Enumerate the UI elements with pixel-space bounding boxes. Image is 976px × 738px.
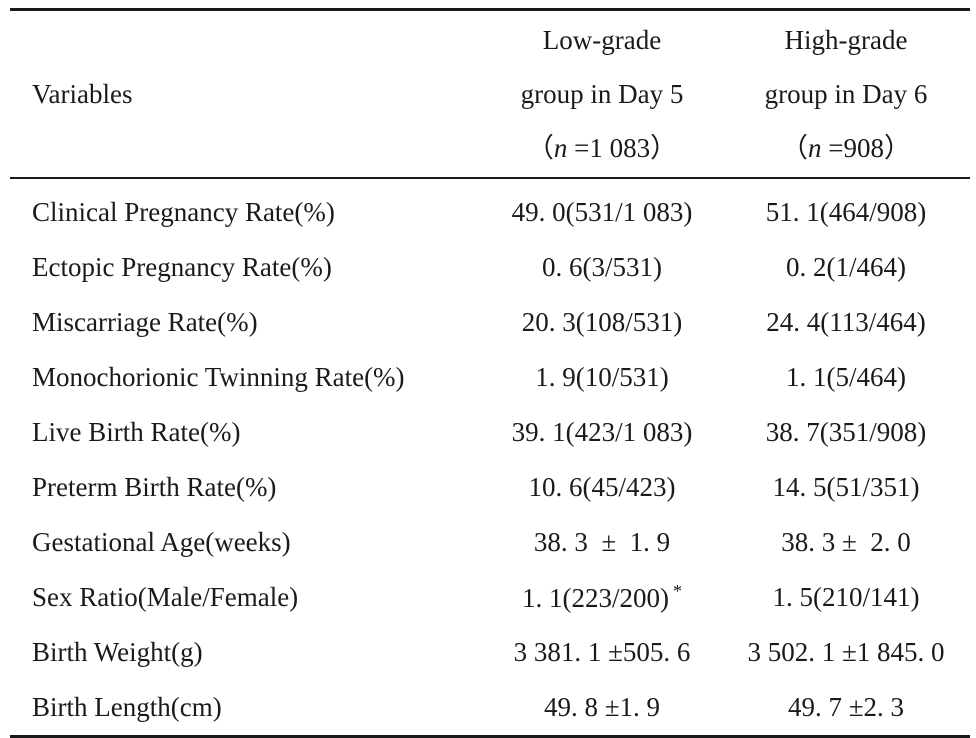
row-high-value: 49. 7 ±2. 3: [722, 680, 970, 738]
header-variables: Variables: [10, 8, 482, 179]
header-high-grade-group: High-grade group in Day 6 （n =908）: [722, 8, 970, 179]
row-variable: Live Birth Rate(%): [32, 417, 241, 447]
row-high-value: 38. 3 ± 2. 0: [781, 527, 911, 557]
table-row: Live Birth Rate(%) 39. 1(423/1 083) 38. …: [10, 405, 970, 460]
row-variable: Gestational Age(weeks): [32, 527, 291, 557]
row-low-value: 49. 0(531/1 083): [511, 197, 693, 227]
paren-open: （: [526, 133, 554, 163]
header-low-n: （n =1 083）: [482, 121, 722, 175]
table-row: Clinical Pregnancy Rate(%) 49. 0(531/1 0…: [10, 178, 970, 240]
row-low-value: 39. 1(423/1 083): [511, 417, 693, 447]
row-high-value: 0. 2(1/464): [786, 252, 906, 282]
paren-close: ）: [650, 133, 678, 163]
row-low-value: 1. 9(10/531): [535, 362, 669, 392]
row-low-value: 0. 6(3/531): [542, 252, 662, 282]
row-high-value: 24. 4(113/464): [766, 307, 926, 337]
row-high-value: 14. 5(51/351): [772, 472, 920, 502]
row-variable: Miscarriage Rate(%): [32, 307, 258, 337]
header-high-line1: High-grade: [784, 25, 908, 55]
table-row: Preterm Birth Rate(%) 10. 6(45/423) 14. …: [10, 460, 970, 515]
row-low-value: 10. 6(45/423): [528, 472, 676, 502]
row-low-value: 3 381. 1 ±505. 6: [513, 637, 691, 667]
n-value: =908: [821, 133, 884, 163]
row-variable: Sex Ratio(Male/Female): [32, 582, 299, 612]
row-low-value: 1. 1(223/200): [522, 583, 669, 613]
row-variable: Ectopic Pregnancy Rate(%): [32, 252, 332, 282]
header-low-line1: Low-grade: [542, 25, 662, 55]
table-row: Birth Length(cm) 49. 8 ±1. 9 49. 7 ±2. 3: [10, 680, 970, 738]
table-row: Monochorionic Twinning Rate(%) 1. 9(10/5…: [10, 350, 970, 405]
row-high-value: 1. 5(210/141): [772, 582, 920, 612]
row-high-value: 51. 1(464/908): [765, 197, 927, 227]
table-row: Sex Ratio(Male/Female) 1. 1(223/200) * 1.…: [10, 570, 970, 625]
row-low-value: 20. 3(108/531): [521, 307, 683, 337]
significance-mark: *: [672, 581, 682, 601]
row-low-value-cell: 1. 1(223/200) *: [482, 570, 722, 625]
paren-close: ）: [883, 133, 911, 163]
table-row: Ectopic Pregnancy Rate(%) 0. 6(3/531) 0.…: [10, 240, 970, 295]
row-variable: Birth Length(cm): [10, 680, 482, 738]
row-variable: Preterm Birth Rate(%): [32, 472, 277, 502]
row-high-value: 1. 1(5/464): [786, 362, 906, 392]
row-high-value: 3 502. 1 ±1 845. 0: [747, 637, 945, 667]
row-variable: Clinical Pregnancy Rate(%): [32, 197, 335, 227]
header-low-grade-group: Low-grade group in Day 5 （n =1 083）: [482, 8, 722, 179]
table-row: Birth Weight(g) 3 381. 1 ±505. 6 3 502. …: [10, 625, 970, 680]
n-symbol: n: [808, 133, 822, 163]
table-row: Gestational Age(weeks) 38. 3 ± 1. 9 38. …: [10, 515, 970, 570]
table-header-row: Variables Low-grade group in Day 5 （n =1…: [10, 8, 970, 179]
header-low-line2: group in Day 5: [520, 79, 684, 109]
header-high-line2: group in Day 6: [764, 79, 928, 109]
data-table-container: Variables Low-grade group in Day 5 （n =1…: [10, 8, 970, 738]
row-variable: Birth Weight(g): [32, 637, 203, 667]
table-row: Miscarriage Rate(%) 20. 3(108/531) 24. 4…: [10, 295, 970, 350]
row-variable: Monochorionic Twinning Rate(%): [32, 362, 405, 392]
row-low-value: 49. 8 ±1. 9: [482, 680, 722, 738]
row-high-value: 38. 7(351/908): [765, 417, 927, 447]
row-low-value: 38. 3 ± 1. 9: [533, 527, 671, 557]
n-value: =1 083: [567, 133, 651, 163]
n-symbol: n: [553, 133, 568, 163]
header-high-n: （n =908）: [722, 121, 970, 175]
paren-open: （: [781, 133, 808, 163]
outcomes-table: Variables Low-grade group in Day 5 （n =1…: [10, 8, 970, 738]
